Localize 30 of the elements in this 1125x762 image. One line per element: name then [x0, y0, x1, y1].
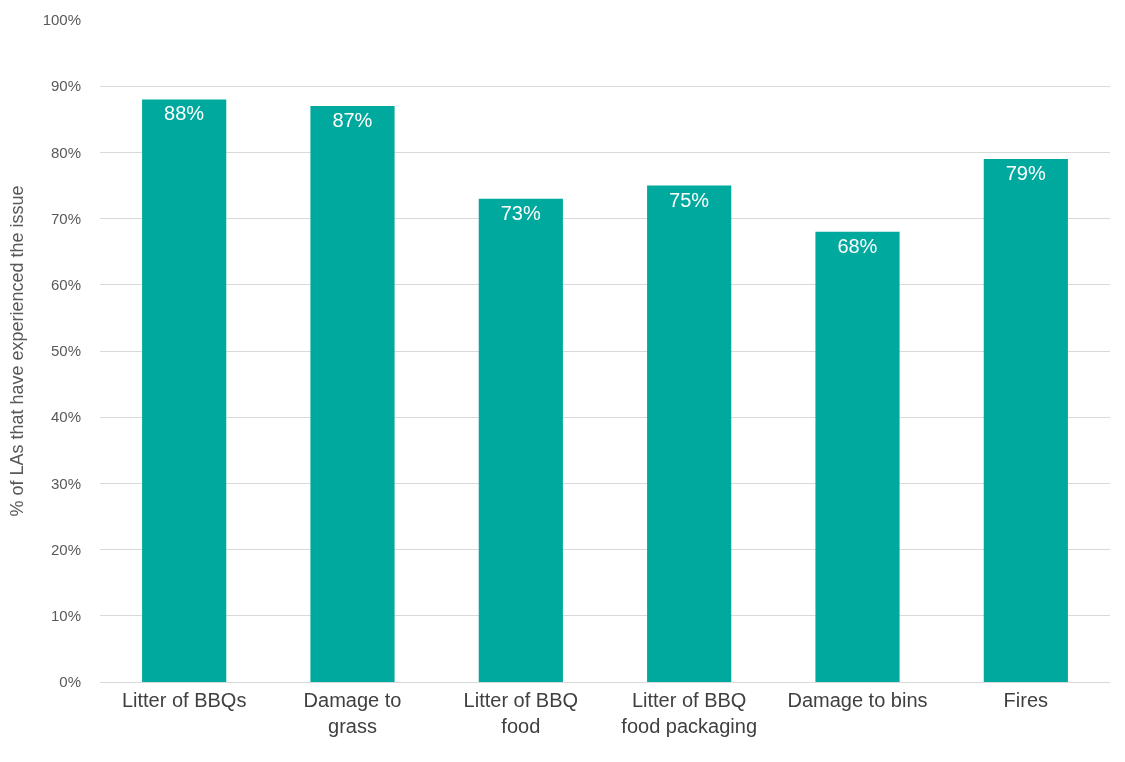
y-tick-label: 100% [42, 11, 81, 29]
y-tick-label: 40% [50, 408, 81, 426]
bar [647, 185, 732, 682]
x-tick-label: Litter of BBQ food packaging [621, 689, 758, 737]
data-label: 75% [669, 188, 710, 211]
x-tick-label: Damage to grass [303, 689, 402, 737]
x-tick-label: Litter of BBQ food [463, 689, 579, 737]
y-tick-label: 90% [50, 77, 81, 95]
data-label: 87% [332, 109, 373, 132]
bar [815, 231, 900, 682]
y-tick-label: 10% [50, 607, 81, 625]
y-tick-label: 0% [59, 673, 81, 691]
data-label: 79% [1005, 162, 1046, 185]
data-label: 68% [837, 234, 878, 257]
y-tick-label: 60% [50, 276, 81, 294]
data-label: 73% [500, 201, 541, 224]
bar [478, 198, 563, 682]
y-tick-label: 70% [50, 209, 81, 227]
bar [310, 106, 395, 682]
y-tick-label: 50% [50, 342, 81, 360]
data-label: 88% [164, 102, 205, 125]
x-tick-label: Fires [1003, 689, 1049, 711]
y-tick-label: 20% [50, 540, 81, 558]
bar [983, 159, 1068, 682]
x-tick-label: Damage to bins [787, 689, 928, 711]
bar [142, 99, 227, 682]
x-tick-label: Litter of BBQs [121, 689, 247, 711]
y-tick-label: 30% [50, 474, 81, 492]
y-axis-title: % of LAs that have experienced the issue [6, 185, 27, 517]
y-tick-label: 80% [50, 143, 81, 161]
